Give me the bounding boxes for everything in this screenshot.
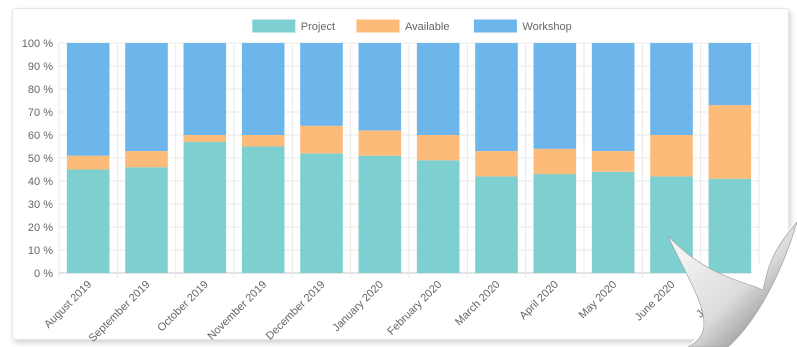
y-tick-label: 90 % bbox=[28, 61, 53, 73]
legend-label: Workshop bbox=[522, 21, 571, 33]
legend: Project Available Workshop bbox=[252, 19, 572, 33]
bar-project-10[interactable] bbox=[591, 171, 635, 273]
y-tick-label: 30 % bbox=[28, 199, 53, 211]
bar-workshop-11[interactable] bbox=[650, 43, 693, 135]
chart-card: 0 % 10 % 20 % 30 % 40 % 50 % 60 % 70 % 80 % 90 % 1… bbox=[12, 8, 789, 345]
bar-available-1[interactable] bbox=[66, 155, 110, 170]
x-tick-label: November 2019 bbox=[205, 279, 269, 343]
legend-swatch bbox=[473, 19, 517, 33]
bar-available-5[interactable] bbox=[300, 125, 343, 154]
bar-workshop-3[interactable] bbox=[183, 43, 227, 135]
grid-lines bbox=[58, 42, 760, 278]
y-tick-label: 70 % bbox=[28, 107, 53, 119]
bar-workshop-5[interactable] bbox=[300, 43, 343, 126]
y-tick-label: 80 % bbox=[28, 84, 53, 96]
y-tick-label: 0 % bbox=[34, 268, 53, 280]
bar-project-5[interactable] bbox=[300, 153, 343, 273]
x-tick-label: January 2020 bbox=[330, 279, 386, 335]
x-tick-label: August 2019 bbox=[42, 279, 94, 331]
x-tick-label: February 2020 bbox=[385, 279, 444, 338]
bar-workshop-2[interactable] bbox=[125, 43, 168, 152]
bar-workshop-12[interactable] bbox=[708, 43, 752, 106]
bar-project-1[interactable] bbox=[66, 169, 110, 274]
legend-label: Available bbox=[405, 21, 449, 33]
bar-workshop-9[interactable] bbox=[533, 43, 577, 149]
x-tick-label: September 2019 bbox=[87, 279, 153, 345]
bar-project-7[interactable] bbox=[416, 160, 460, 273]
bar-project-8[interactable] bbox=[475, 176, 518, 273]
x-tick-label: May 2020 bbox=[577, 279, 620, 322]
bar-workshop-8[interactable] bbox=[475, 43, 518, 152]
legend-swatch bbox=[252, 19, 296, 33]
y-tick-label: 100 % bbox=[22, 38, 53, 50]
bar-workshop-1[interactable] bbox=[66, 43, 110, 156]
bar-available-8[interactable] bbox=[475, 151, 518, 177]
bar-project-3[interactable] bbox=[183, 141, 227, 273]
y-tick-label: 20 % bbox=[28, 222, 53, 234]
legend-label: Project bbox=[301, 21, 335, 33]
bar-available-10[interactable] bbox=[591, 151, 635, 172]
legend-item-project[interactable]: Project bbox=[252, 19, 335, 33]
legend-item-workshop[interactable]: Workshop bbox=[473, 19, 572, 33]
legend-item-available[interactable]: Available bbox=[356, 19, 449, 33]
bars bbox=[66, 43, 752, 274]
bar-workshop-6[interactable] bbox=[358, 43, 402, 131]
bar-available-6[interactable] bbox=[358, 130, 402, 156]
bar-project-4[interactable] bbox=[241, 146, 285, 274]
y-tick-label: 50 % bbox=[28, 153, 53, 165]
y-axis: 0 % 10 % 20 % 30 % 40 % 50 % 60 % 70 % 80 % 90 % 1… bbox=[22, 38, 53, 280]
y-tick-label: 10 % bbox=[28, 245, 53, 257]
page-curl-decoration bbox=[668, 220, 797, 347]
x-tick-label: October 2019 bbox=[155, 279, 211, 335]
bar-project-2[interactable] bbox=[125, 167, 168, 273]
stacked-bar-chart: 0 % 10 % 20 % 30 % 40 % 50 % 60 % 70 % 80 % 90 % 1… bbox=[22, 19, 760, 345]
bar-available-2[interactable] bbox=[125, 151, 168, 168]
bar-available-4[interactable] bbox=[241, 135, 285, 147]
legend-swatch bbox=[356, 19, 400, 33]
x-tick-label: December 2019 bbox=[264, 279, 328, 343]
bar-available-3[interactable] bbox=[183, 135, 227, 142]
x-tick-label: April 2020 bbox=[517, 279, 561, 323]
bar-available-7[interactable] bbox=[416, 135, 460, 161]
bar-project-6[interactable] bbox=[358, 155, 402, 273]
bar-available-9[interactable] bbox=[533, 148, 577, 175]
bar-workshop-7[interactable] bbox=[416, 43, 460, 135]
bar-project-9[interactable] bbox=[533, 174, 577, 273]
y-tick-label: 60 % bbox=[28, 130, 53, 142]
bar-available-11[interactable] bbox=[650, 135, 693, 177]
bar-project-12[interactable] bbox=[708, 178, 752, 273]
bar-workshop-4[interactable] bbox=[241, 43, 285, 135]
y-tick-label: 40 % bbox=[28, 176, 53, 188]
bar-available-12[interactable] bbox=[708, 105, 752, 179]
bar-workshop-10[interactable] bbox=[591, 43, 635, 152]
x-tick-label: March 2020 bbox=[453, 279, 503, 329]
